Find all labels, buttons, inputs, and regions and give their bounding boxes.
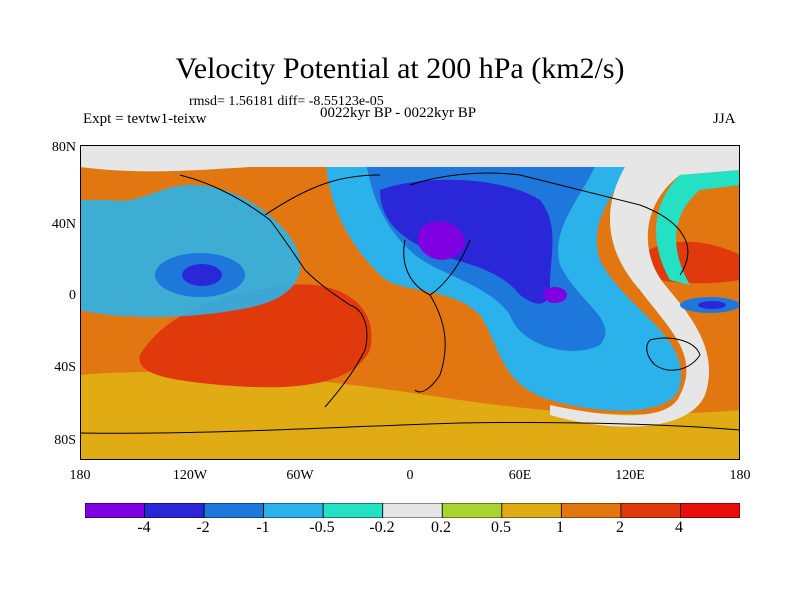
colorbar-swatch — [144, 503, 205, 518]
y-tick-label: 40S — [54, 360, 76, 375]
colorbar-swatch — [501, 503, 562, 518]
colorbar-label: 0.5 — [491, 519, 511, 536]
colorbar-swatch — [322, 503, 384, 518]
colorbar-label: 2 — [616, 519, 624, 536]
x-tick-label: 120E — [615, 468, 645, 483]
colorbar — [85, 503, 740, 518]
field-antarctic — [80, 425, 740, 460]
field-teal-east — [656, 170, 740, 285]
colorbar-label: -1 — [256, 519, 270, 536]
y-tick-label: 0 — [69, 288, 76, 303]
colorbar-swatch — [203, 503, 265, 518]
x-tick-label: 0 — [406, 468, 414, 483]
coastline-north-america — [264, 174, 381, 216]
colorbar-swatch — [382, 503, 443, 518]
x-tick-label: 60W — [286, 468, 314, 483]
season-label: JJA — [713, 111, 736, 127]
colorbar-label: 1 — [556, 519, 564, 536]
field-arctic-west — [80, 145, 250, 172]
coastlines — [80, 172, 740, 434]
field-negative-east-pacific — [80, 185, 301, 317]
coastline-australia — [646, 337, 701, 371]
field-west-pacific-core — [698, 301, 726, 309]
map-frame — [80, 145, 740, 460]
colorbar-swatch — [441, 503, 503, 518]
coastline-east-africa — [429, 239, 471, 296]
colorbar-label: -0.2 — [369, 519, 395, 536]
colorbar-label: 4 — [675, 519, 683, 536]
field-min-indian-ocean — [543, 287, 567, 303]
field-min-north-africa — [417, 221, 465, 260]
experiment-label: Expt = tevtw1-teixw — [83, 111, 207, 127]
x-tick-label: 120W — [172, 468, 208, 483]
field-core-east-pacific — [182, 264, 222, 286]
colorbar-swatch — [560, 503, 622, 518]
colorbar-label: -0.5 — [309, 519, 335, 536]
period-label: 0022kyr BP - 0022kyr BP — [320, 105, 477, 121]
colorbar-label: 0.2 — [431, 519, 451, 536]
stats-label: rmsd= 1.56181 diff= -8.55123e-05 — [189, 94, 384, 109]
x-tick-label: 180 — [69, 468, 91, 483]
colorbar-swatch — [680, 503, 740, 518]
colorbar-label: -2 — [196, 519, 210, 536]
x-tick-label: 180 — [729, 468, 751, 483]
colorbar-swatch — [85, 503, 145, 518]
colorbar-label: -4 — [137, 519, 151, 536]
colorbar-swatch — [620, 503, 681, 518]
coastline-africa — [403, 239, 446, 393]
field-transition-east — [550, 145, 740, 427]
colorbar-swatch — [263, 503, 324, 518]
coastline-antarctica — [80, 421, 740, 434]
y-tick-label: 80S — [54, 433, 76, 448]
y-tick-label: 40N — [51, 217, 76, 232]
field-negative-darkblue — [380, 179, 553, 304]
velocity-potential-map — [80, 145, 740, 460]
coastline-americas — [179, 174, 368, 408]
x-tick-label: 60E — [508, 468, 532, 483]
map-title: Velocity Potential at 200 hPa (km2/s) — [175, 52, 625, 85]
coastline-eurasia — [409, 172, 689, 276]
y-tick-label: 80N — [51, 140, 76, 155]
